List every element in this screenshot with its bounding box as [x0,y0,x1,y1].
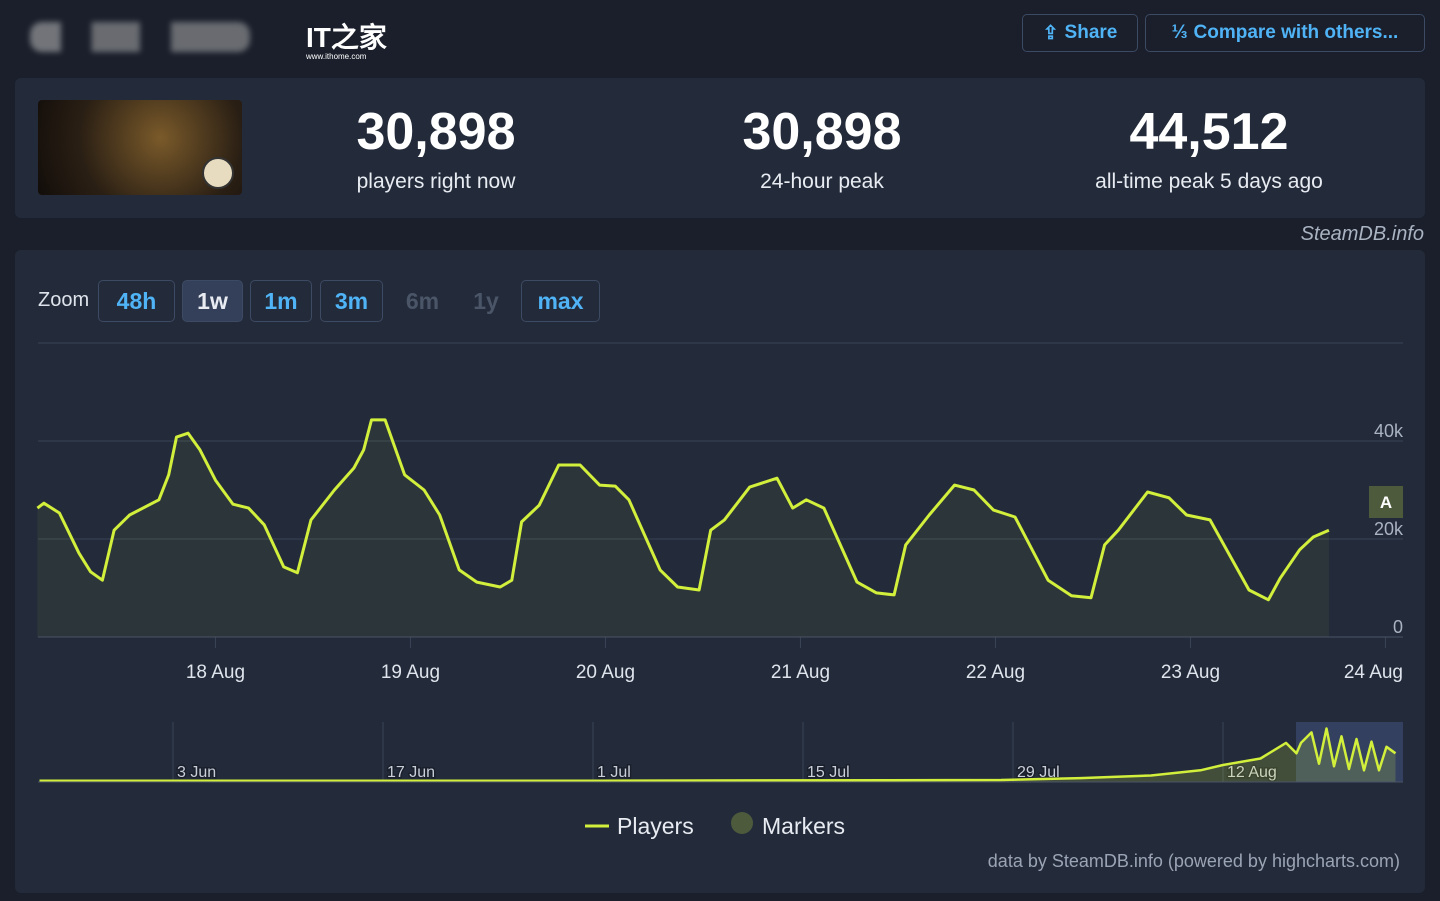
x-tick-label: 22 Aug [966,662,1025,683]
zoom-button: 1y [473,287,499,314]
share-label: Share [1064,22,1118,43]
series-area [37,419,1329,637]
stat-value: 44,512 [1129,103,1289,161]
source: SteamDB.info [1300,223,1424,245]
logo-url: www.ithome.com [306,52,367,61]
x-tick-label: 1 Jul [597,764,631,781]
y-tick-label: 40k [1374,421,1404,441]
marker-flag [1369,486,1403,518]
x-tick-label: 23 Aug [1161,662,1220,683]
compare-label: Compare with others... [1193,22,1399,43]
x-tick-label: 15 Jul [807,764,850,781]
x-tick-label: 18 Aug [186,662,245,683]
zoom-button[interactable]: max [521,280,600,322]
x-tick-label: 19 Aug [381,662,440,683]
blurred-logo [30,22,250,52]
x-tick-label: 12 Aug [1227,764,1277,781]
x-tick-label: 29 Jul [1017,764,1060,781]
zoom-button[interactable]: 48h [98,280,175,322]
marker-label: A [1380,493,1392,512]
zoom-button[interactable]: 1m [250,280,312,322]
chart-panel [15,250,1425,893]
share-button[interactable]: ⇪ Share [1022,14,1138,52]
zoom-label: Zoom [38,289,90,311]
x-tick-label: 17 Jun [387,764,435,781]
logo: IT之家 [306,22,387,53]
zoom-button[interactable]: 3m [320,280,383,322]
series-area [39,728,1396,782]
series-line [36,418,1330,602]
legend-label[interactable]: Markers [762,813,845,839]
legend-swatch [731,812,753,834]
y-tick-label: 0 [1393,617,1403,637]
zoom-button: 6m [405,287,440,314]
compare-button[interactable]: ⅓ Compare with others... [1145,14,1425,52]
stat-label: players right now [356,170,516,193]
stat-label: 24-hour peak [760,170,884,193]
x-tick-label: 21 Aug [771,662,830,683]
series-line [39,727,1397,782]
stats-panel [15,78,1425,218]
game-thumbnail [38,100,242,195]
x-tick-label: 3 Jun [177,764,216,781]
stat-value: 30,898 [356,103,516,161]
y-tick-label: 20k [1374,519,1404,539]
stat-value: 30,898 [742,103,902,161]
credits: data by SteamDB.info (powered by highcha… [988,851,1400,871]
x-tick-label: 24 Aug [1344,662,1403,683]
x-tick-label: 20 Aug [576,662,635,683]
stat-label: all-time peak 5 days ago [1095,170,1323,193]
legend-label[interactable]: Players [617,813,694,839]
zoom-button[interactable]: 1w [182,280,243,322]
